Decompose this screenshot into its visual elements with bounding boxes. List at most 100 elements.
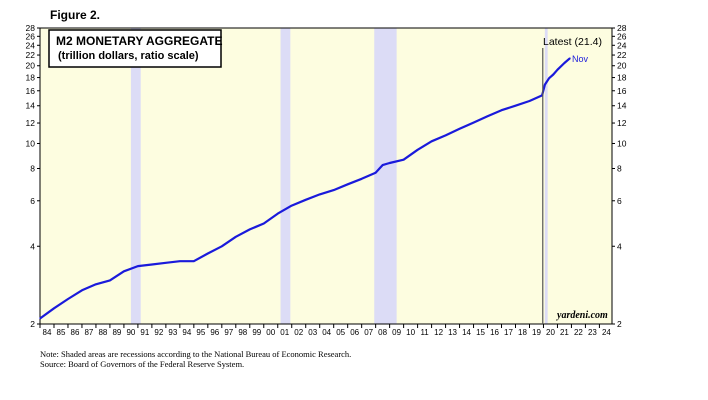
data-point	[347, 183, 349, 185]
y-tick-label-left: 26	[26, 31, 36, 41]
data-point	[514, 105, 517, 107]
data-point	[207, 252, 209, 255]
data-point	[249, 228, 251, 230]
x-tick-label: 14	[462, 328, 471, 337]
data-point	[563, 62, 566, 64]
series-layer	[39, 48, 571, 324]
y-tick-label-right: 28	[617, 23, 627, 33]
data-point	[123, 270, 125, 272]
data-point	[500, 109, 503, 111]
data-point	[53, 307, 55, 309]
x-tick-label: 90	[126, 328, 135, 337]
y-tick-label-right: 22	[617, 50, 627, 60]
chart-notes: Note: Shaded areas are recessions accord…	[40, 349, 351, 369]
data-point	[548, 77, 550, 79]
y-tick-label-right: 10	[617, 138, 627, 148]
x-tick-label: 24	[602, 328, 611, 337]
y-tick-label-right: 26	[617, 31, 627, 41]
latest-value-label: Latest (21.4)	[543, 36, 602, 48]
data-point	[333, 189, 335, 191]
data-point	[544, 84, 546, 86]
y-tick-label-left: 6	[30, 196, 35, 206]
chart-title: M2 MONETARY AGGREGATE	[56, 34, 222, 48]
data-point	[151, 263, 153, 266]
x-tick-label: 17	[504, 328, 513, 337]
data-point	[569, 57, 571, 59]
x-tick-label: 02	[294, 328, 303, 337]
data-point	[528, 100, 531, 102]
data-point	[417, 149, 419, 151]
data-point	[39, 317, 41, 320]
x-tick-label: 01	[280, 328, 289, 337]
data-point	[67, 298, 69, 300]
plot-frame	[39, 27, 613, 325]
x-tick-label: 09	[392, 328, 401, 337]
y-tick-label-right: 4	[617, 241, 622, 251]
data-point	[193, 260, 195, 262]
data-point	[221, 245, 223, 247]
y-tick-label-left: 2	[30, 319, 35, 329]
y-tick-label-left: 18	[26, 73, 36, 83]
data-point	[179, 260, 181, 262]
y-tick-label-right: 16	[617, 86, 627, 96]
y-tick-label-left: 12	[26, 118, 36, 128]
x-tick-label: 08	[378, 328, 387, 337]
data-point	[472, 121, 475, 124]
data-point	[382, 164, 384, 166]
recession-band-3	[544, 28, 548, 324]
x-tick-label: 12	[434, 328, 443, 337]
chart-title-box: M2 MONETARY AGGREGATE (trillion dollars,…	[48, 29, 222, 68]
data-point	[319, 193, 321, 196]
x-tick-label: 23	[588, 328, 597, 337]
y-tick-label-left: 4	[30, 241, 35, 251]
data-point	[291, 204, 293, 207]
source-line: Source: Board of Governors of the Federa…	[40, 359, 245, 369]
x-tick-label: 92	[154, 328, 163, 337]
x-tick-label: 20	[546, 328, 555, 337]
x-tick-label: 93	[168, 328, 177, 337]
data-point	[389, 162, 391, 164]
data-point	[95, 283, 97, 285]
y-tick-label-left: 16	[26, 86, 36, 96]
y-tick-label-left: 20	[26, 61, 36, 71]
data-point	[361, 178, 363, 180]
x-tick-label: 97	[224, 328, 233, 337]
x-tick-label: 84	[43, 328, 52, 337]
data-point	[430, 140, 433, 142]
data-point	[375, 172, 377, 174]
data-point	[165, 262, 167, 264]
x-tick-label: 15	[476, 328, 485, 337]
data-point	[305, 199, 307, 201]
plot-background	[40, 28, 612, 324]
y-tick-label-right: 12	[617, 118, 627, 128]
y-tick-label-right: 14	[617, 101, 627, 111]
x-tick-label: 10	[406, 328, 415, 337]
x-tick-label: 03	[308, 328, 317, 337]
data-point	[277, 213, 279, 215]
x-tick-label: 07	[364, 328, 373, 337]
y-tick-label-right: 18	[617, 73, 627, 83]
x-tick-label: 04	[322, 328, 331, 337]
note-line: Note: Shaded areas are recessions accord…	[40, 349, 352, 359]
x-tick-label: 95	[196, 328, 205, 337]
x-tick-label: 13	[448, 328, 457, 337]
recession-band-0	[130, 28, 141, 324]
y-tick-label-right: 2	[617, 319, 622, 329]
x-tick-label: 99	[252, 328, 261, 337]
y-tick-label-right: 20	[617, 61, 627, 71]
x-tick-label: 87	[84, 328, 93, 337]
x-tick-label: 88	[98, 328, 107, 337]
y-tick-label-left: 24	[26, 40, 36, 50]
y-tick-label-right: 24	[617, 40, 627, 50]
x-tick-label: 00	[266, 328, 275, 337]
y-tick-label-left: 14	[26, 101, 36, 111]
data-point	[403, 159, 405, 161]
recession-bands	[130, 28, 548, 324]
y-tick-label-right: 6	[617, 196, 622, 206]
source-watermark: yardeni.com	[556, 310, 608, 321]
data-point	[556, 69, 559, 71]
y-tick-label-left: 22	[26, 50, 36, 60]
data-point	[552, 73, 554, 76]
latest-month-label: Nov	[572, 54, 589, 64]
